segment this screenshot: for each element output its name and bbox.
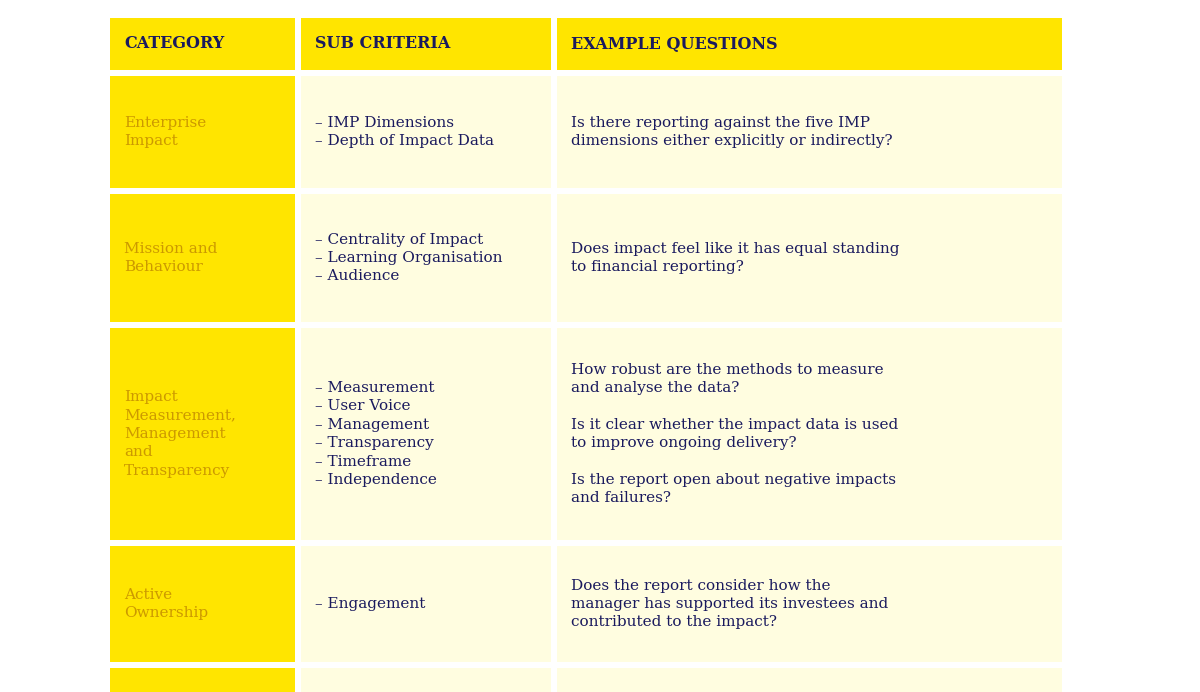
Text: Impact
Measurement,
Management
and
Transparency: Impact Measurement, Management and Trans… xyxy=(124,390,236,477)
Bar xyxy=(301,546,551,662)
Text: – Engagement: – Engagement xyxy=(314,597,425,611)
Bar xyxy=(557,668,1062,692)
Text: – Measurement
– User Voice
– Management
– Transparency
– Timeframe
– Independenc: – Measurement – User Voice – Management … xyxy=(314,381,437,487)
Text: CATEGORY: CATEGORY xyxy=(124,35,224,53)
Bar xyxy=(557,18,1062,70)
Bar xyxy=(301,668,551,692)
Bar xyxy=(110,328,295,540)
Text: Mission and
Behaviour: Mission and Behaviour xyxy=(124,242,217,274)
Text: – Centrality of Impact
– Learning Organisation
– Audience: – Centrality of Impact – Learning Organi… xyxy=(314,233,503,284)
Text: Enterprise
Impact: Enterprise Impact xyxy=(124,116,206,148)
Text: Is there reporting against the five IMP
dimensions either explicitly or indirect: Is there reporting against the five IMP … xyxy=(571,116,893,148)
Bar xyxy=(301,194,551,322)
Text: How robust are the methods to measure
and analyse the data?

Is it clear whether: How robust are the methods to measure an… xyxy=(571,363,899,505)
Text: Does impact feel like it has equal standing
to financial reporting?: Does impact feel like it has equal stand… xyxy=(571,242,900,274)
Text: Does the report consider how the
manager has supported its investees and
contrib: Does the report consider how the manager… xyxy=(571,579,888,630)
Bar xyxy=(557,328,1062,540)
Bar xyxy=(301,18,551,70)
Bar xyxy=(110,18,295,70)
Bar xyxy=(557,546,1062,662)
Bar xyxy=(301,76,551,188)
Bar xyxy=(110,546,295,662)
Bar xyxy=(110,194,295,322)
Text: EXAMPLE QUESTIONS: EXAMPLE QUESTIONS xyxy=(571,35,778,53)
Text: SUB CRITERIA: SUB CRITERIA xyxy=(314,35,450,53)
Text: – IMP Dimensions
– Depth of Impact Data: – IMP Dimensions – Depth of Impact Data xyxy=(314,116,494,148)
Bar xyxy=(557,76,1062,188)
Bar xyxy=(301,328,551,540)
Bar xyxy=(557,194,1062,322)
Bar xyxy=(110,668,295,692)
Bar xyxy=(110,76,295,188)
Text: Active
Ownership: Active Ownership xyxy=(124,588,208,620)
